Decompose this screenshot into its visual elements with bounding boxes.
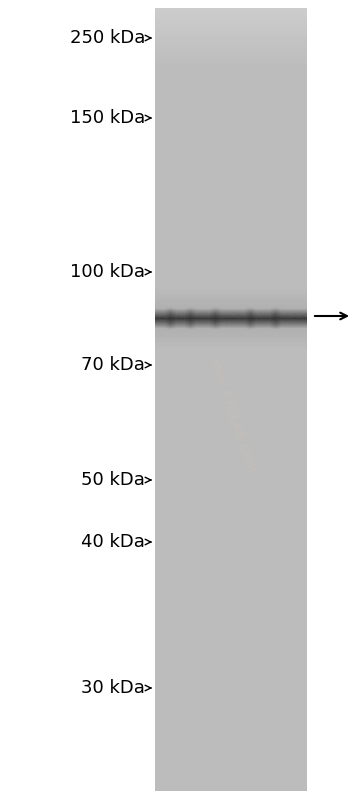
Text: 30 kDa: 30 kDa bbox=[81, 679, 145, 697]
Text: www.PTGLAB.COM: www.PTGLAB.COM bbox=[206, 355, 256, 476]
Text: 50 kDa: 50 kDa bbox=[81, 471, 145, 489]
Text: 70 kDa: 70 kDa bbox=[81, 356, 145, 374]
Text: 150 kDa: 150 kDa bbox=[70, 109, 145, 127]
Text: 40 kDa: 40 kDa bbox=[81, 533, 145, 551]
Text: 100 kDa: 100 kDa bbox=[70, 263, 145, 281]
Text: 250 kDa: 250 kDa bbox=[70, 29, 145, 47]
